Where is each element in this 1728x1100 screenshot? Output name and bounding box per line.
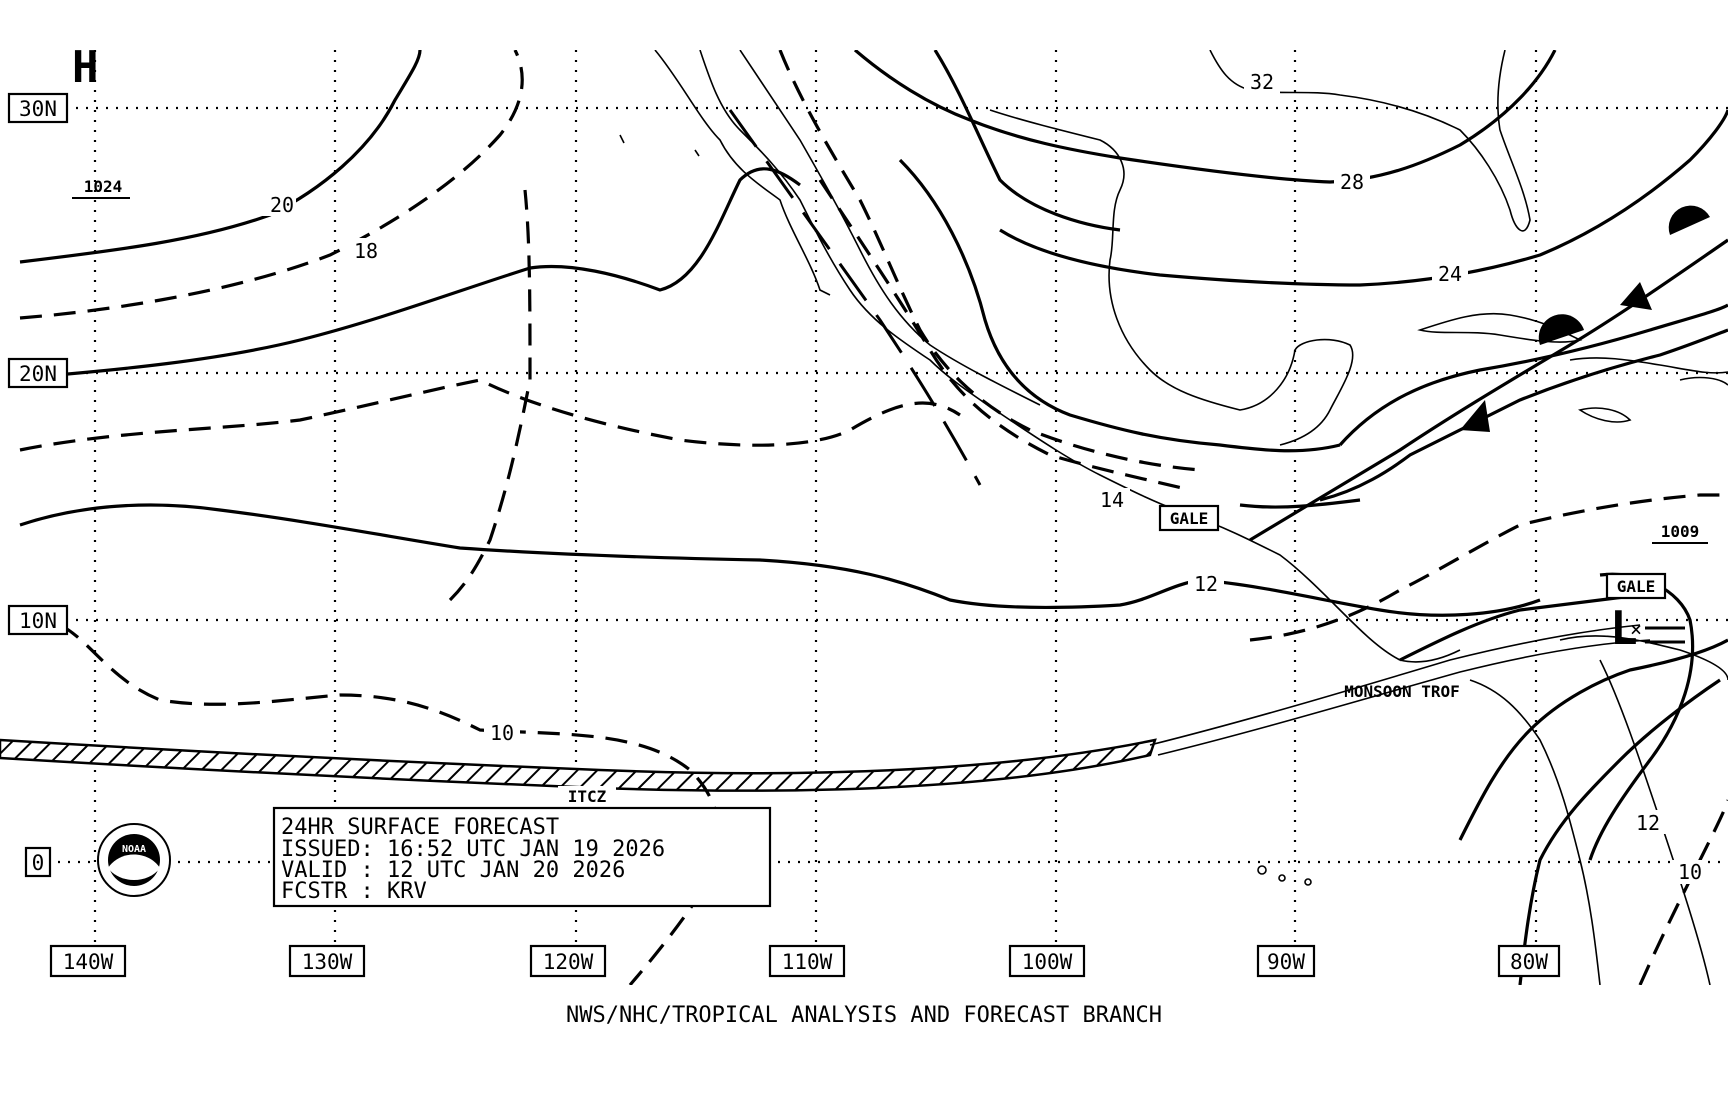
lon-110w-label: 110W — [782, 950, 833, 974]
isobar-label-32: 32 — [1250, 70, 1274, 94]
low-pressure-symbol: L — [1610, 601, 1638, 655]
monsoon-trough-label: MONSOON TROF — [1344, 682, 1460, 701]
lon-130w-label: 130W — [302, 950, 353, 974]
monsoon-trough — [1149, 624, 1651, 756]
gale-label-2: GALE — [1617, 577, 1656, 596]
high-pressure-symbol: H — [72, 42, 99, 93]
isobar-label-12-south: 12 — [1636, 811, 1660, 835]
low-pressure-value: 1009 — [1661, 522, 1700, 541]
latitude-labels: 30N 20N 10N 0 — [7, 92, 69, 878]
title-box: 24HR SURFACE FORECAST ISSUED: 16:52 UTC … — [272, 806, 772, 908]
isobar-label-20: 20 — [270, 193, 294, 217]
lon-100w-label: 100W — [1022, 950, 1073, 974]
lat-20n-label: 20N — [19, 362, 57, 386]
itcz-label: ITCZ — [568, 787, 607, 806]
feature-labels: ITCZ MONSOON TROF GALE GALE — [558, 504, 1667, 806]
lat-10n-label: 10N — [19, 609, 57, 633]
title-line-forecaster: FCSTR : KRV — [281, 879, 427, 904]
gale-label-1: GALE — [1170, 509, 1209, 528]
noaa-logo-text: NOAA — [122, 844, 146, 855]
isobars — [19, 50, 1728, 985]
lon-120w-label: 120W — [543, 950, 594, 974]
title-line-valid: VALID : 12 UTC JAN 20 2026 — [281, 858, 625, 883]
low-pressure-x-mark: × — [1630, 617, 1642, 641]
lat-0-label: 0 — [32, 851, 45, 875]
isobar-label-24: 24 — [1438, 262, 1462, 286]
isobar-label-14: 14 — [1100, 488, 1124, 512]
lon-80w-label: 80W — [1510, 950, 1548, 974]
isobar-label-10-south: 10 — [1678, 860, 1702, 884]
noaa-logo: NOAA — [97, 823, 171, 897]
front — [1249, 205, 1728, 542]
isobar-label-28: 28 — [1340, 170, 1364, 194]
longitude-labels: 140W 130W 120W 110W 100W 90W 80W — [49, 944, 1561, 978]
graticule — [58, 50, 1728, 945]
footer-credit: NWS/NHC/TROPICAL ANALYSIS AND FORECAST B… — [566, 1003, 1162, 1028]
pressure-centers: H 1024 L × 1009 — [72, 42, 1708, 655]
isobar-label-18: 18 — [354, 239, 378, 263]
title-line-issued: ISSUED: 16:52 UTC JAN 19 2026 — [281, 837, 665, 862]
trough-line — [728, 109, 982, 486]
high-pressure-value: 1024 — [84, 177, 123, 196]
itcz-band — [0, 738, 1157, 792]
isobar-label-12: 12 — [1194, 572, 1218, 596]
title-line-forecast: 24HR SURFACE FORECAST — [281, 815, 559, 840]
lon-140w-label: 140W — [63, 950, 114, 974]
isobar-label-10: 10 — [490, 721, 514, 745]
isobar-labels: 20 18 14 12 10 32 28 24 12 10 — [262, 70, 1708, 884]
lat-30n-label: 30N — [19, 97, 57, 121]
lon-90w-label: 90W — [1267, 950, 1305, 974]
